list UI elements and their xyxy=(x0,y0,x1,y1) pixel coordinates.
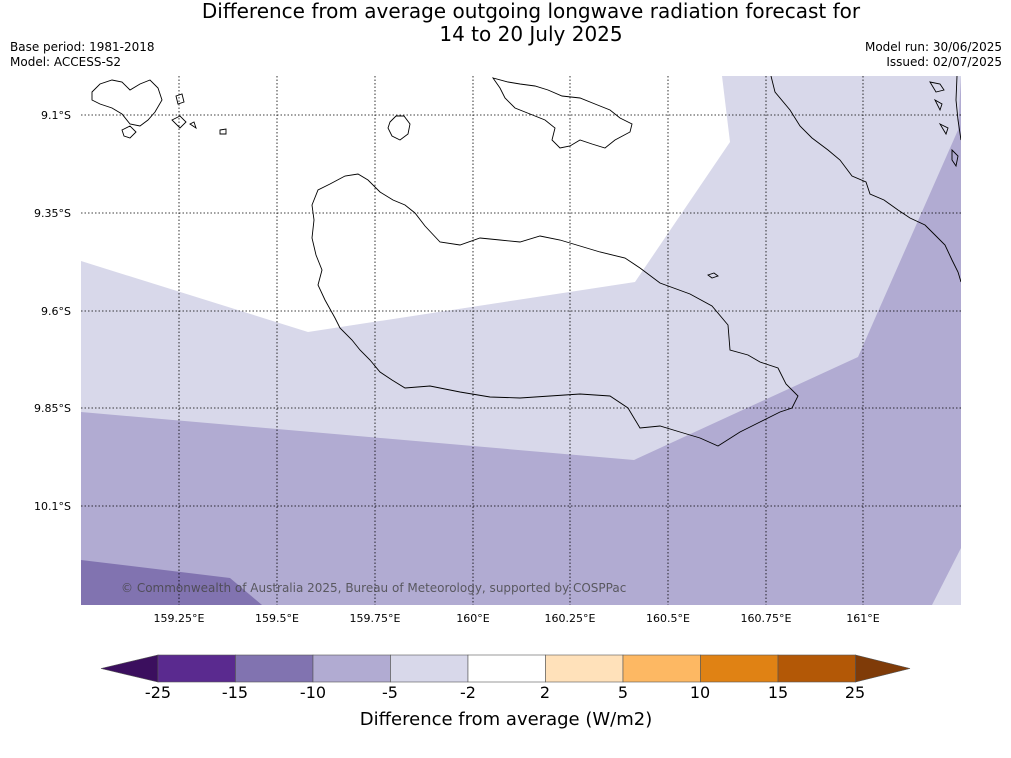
colorbar-swatch-9 xyxy=(777,654,856,683)
colorbar-tick-1: -25 xyxy=(144,683,172,702)
colorbar-tick-7: 5 xyxy=(617,683,629,702)
band-dark xyxy=(81,560,262,605)
colorbar-swatch-3 xyxy=(312,654,391,683)
malaita-islet-1 xyxy=(929,81,945,93)
russell-islands xyxy=(91,79,163,127)
lon-label-3: 159.75°E xyxy=(349,612,401,625)
russell-islet-2 xyxy=(171,115,187,129)
lat-label-2: 9.35°S xyxy=(34,207,71,220)
lon-label-8: 161°E xyxy=(846,612,880,625)
colorbar-tick-3: -10 xyxy=(299,683,327,702)
russell-islet-5 xyxy=(189,121,197,130)
map-title: Difference from average outgoing longwav… xyxy=(0,0,1011,46)
lat-label-1: 9.1°S xyxy=(41,109,71,122)
model-name: Model: ACCESS-S2 xyxy=(10,55,122,69)
russell-islet-3 xyxy=(175,93,185,105)
map-area: © Commonwealth of Australia 2025, Bureau… xyxy=(81,76,961,605)
colorbar-swatch-5 xyxy=(467,654,546,683)
colorbar-extend-low xyxy=(100,654,159,683)
colorbar-tick-6: 2 xyxy=(539,683,551,702)
colorbar-swatch-1 xyxy=(157,654,236,683)
colorbar-tick-8: 10 xyxy=(689,683,711,702)
lon-label-5: 160.25°E xyxy=(544,612,596,625)
colorbar-swatch-8 xyxy=(700,654,779,683)
copyright-notice: © Commonwealth of Australia 2025, Bureau… xyxy=(121,581,626,595)
meta-right: Model run: 30/06/2025 Issued: 02/07/2025 xyxy=(865,40,1002,70)
colorbar-swatch-7 xyxy=(622,654,701,683)
title-line-2: 14 to 20 July 2025 xyxy=(439,22,623,46)
colorbar-tick-9: 15 xyxy=(767,683,789,702)
colorbar-extend-high xyxy=(855,654,911,683)
model-run: Model run: 30/06/2025 xyxy=(864,40,1002,54)
guadalcanal-coast xyxy=(311,173,799,447)
savo-island xyxy=(387,115,411,141)
lon-label-4: 160°E xyxy=(456,612,490,625)
colorbar-swatch-2 xyxy=(235,654,314,683)
malaita-ridge xyxy=(955,76,961,141)
small-island xyxy=(707,272,719,279)
colorbar-title: Difference from average (W/m2) xyxy=(359,709,653,730)
band-light-corner xyxy=(932,548,961,605)
colorbar-swatch-4 xyxy=(390,654,469,683)
florida-islands xyxy=(491,77,633,149)
base-period: Base period: 1981-2018 xyxy=(10,40,155,54)
malaita-islet-2 xyxy=(933,98,943,112)
colorbar-tick-2: -15 xyxy=(221,683,249,702)
title-line-1: Difference from average outgoing longwav… xyxy=(201,0,861,23)
lat-label-5: 10.1°S xyxy=(34,500,71,513)
band-medium xyxy=(81,76,961,605)
russell-islet-4 xyxy=(219,128,227,135)
russell-islet-1 xyxy=(121,125,137,139)
lon-label-7: 160.75°E xyxy=(740,612,792,625)
lon-label-6: 160.5°E xyxy=(646,612,690,625)
colorbar-tick-5: -2 xyxy=(460,683,476,702)
lon-label-2: 159.5°E xyxy=(255,612,299,625)
malaita-islet-4 xyxy=(951,148,959,168)
gridlines xyxy=(81,76,961,605)
lat-label-4: 9.85°S xyxy=(34,402,71,415)
issued-date: Issued: 02/07/2025 xyxy=(886,55,1002,69)
malaita-islet-3 xyxy=(938,122,949,136)
meta-left: Base period: 1981-2018 Model: ACCESS-S2 xyxy=(10,40,155,70)
coastlines xyxy=(91,76,961,447)
lat-label-3: 9.6°S xyxy=(41,305,71,318)
colorbar-tick-10: 25 xyxy=(844,683,866,702)
malaita-coast xyxy=(770,76,961,283)
colorbar-swatch-6 xyxy=(545,654,624,683)
colorbar-tick-4: -5 xyxy=(382,683,398,702)
colorbar xyxy=(100,654,911,683)
lon-label-1: 159.25°E xyxy=(153,612,205,625)
